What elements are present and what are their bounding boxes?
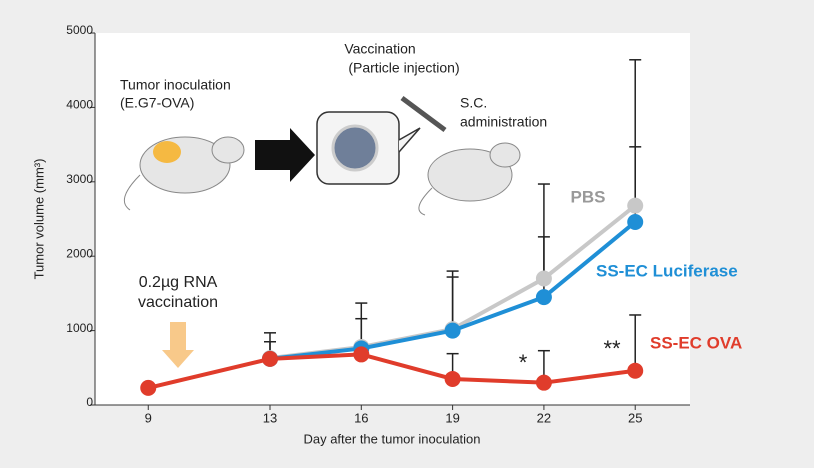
annotation: 0.2µg RNA [139,274,218,291]
data-point [627,213,644,230]
data-point [535,374,552,391]
y-tick-label: 2000 [66,246,93,260]
annotation: vaccination [138,294,218,311]
data-point [262,350,278,367]
data-point [627,197,644,214]
x-tick-label: 16 [354,410,368,425]
data-point [140,379,157,396]
annotation: * [519,350,528,375]
annotation: Tumor inoculation [120,77,231,93]
annotation: ** [603,336,621,361]
x-tick-label: 19 [445,410,459,425]
x-tick-label: 13 [263,410,277,425]
data-point [353,346,370,363]
y-tick-label: 4000 [66,98,93,112]
x-tick-label: 25 [628,410,642,425]
annotation: administration [460,114,547,130]
data-point [535,270,552,287]
series-line [147,352,636,390]
y-axis-label: Tumor volume (mm³) [31,159,46,280]
x-tick-label: 9 [145,410,152,425]
y-tick-label: 5000 [66,23,93,37]
annotation: S.C. [460,95,487,111]
annotation: (E.G7-OVA) [120,95,194,111]
y-tick-label: 0 [86,395,93,409]
annotation: (Particle injection) [348,60,459,76]
series-label: PBS [571,187,606,206]
data-point [535,289,552,306]
y-tick-label: 3000 [66,172,93,186]
illustration [123,95,521,368]
data-point [444,370,461,387]
data-point [444,322,461,339]
series-label: SS-EC OVA [650,333,742,352]
x-axis-label: Day after the tumor inoculation [303,431,480,446]
x-tick-label: 22 [537,410,551,425]
data-point [627,362,644,379]
annotation: Vaccination [344,41,415,57]
series-label: SS-EC Luciferase [596,261,738,280]
y-tick-label: 1000 [66,321,93,335]
